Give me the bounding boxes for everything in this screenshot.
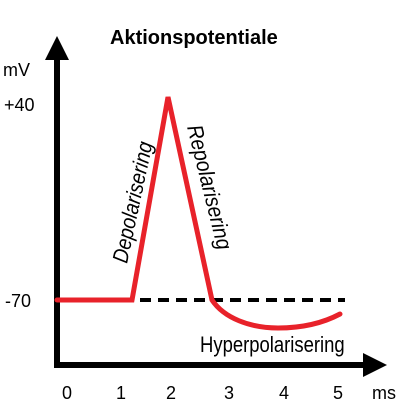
y-tick-label: -70 (5, 291, 31, 311)
x-tick-label: 0 (62, 383, 72, 403)
hyperpolarization-label: Hyperpolarisering (200, 334, 345, 358)
x-tick-label: 3 (224, 383, 234, 403)
diagram-title: Aktionspotentiale (110, 27, 278, 49)
y-axis-arrowhead (45, 36, 69, 60)
x-axis-unit: ms (372, 383, 396, 403)
y-tick-label: +40 (4, 95, 35, 115)
x-tick-label: 4 (279, 383, 289, 403)
y-axis-unit: mV (3, 60, 30, 80)
x-tick-label: 2 (166, 383, 176, 403)
action-potential-curve (54, 96, 343, 331)
x-axis-arrowhead (363, 353, 387, 377)
x-tick-label: 1 (116, 383, 126, 403)
x-tick-label: 5 (333, 383, 343, 403)
